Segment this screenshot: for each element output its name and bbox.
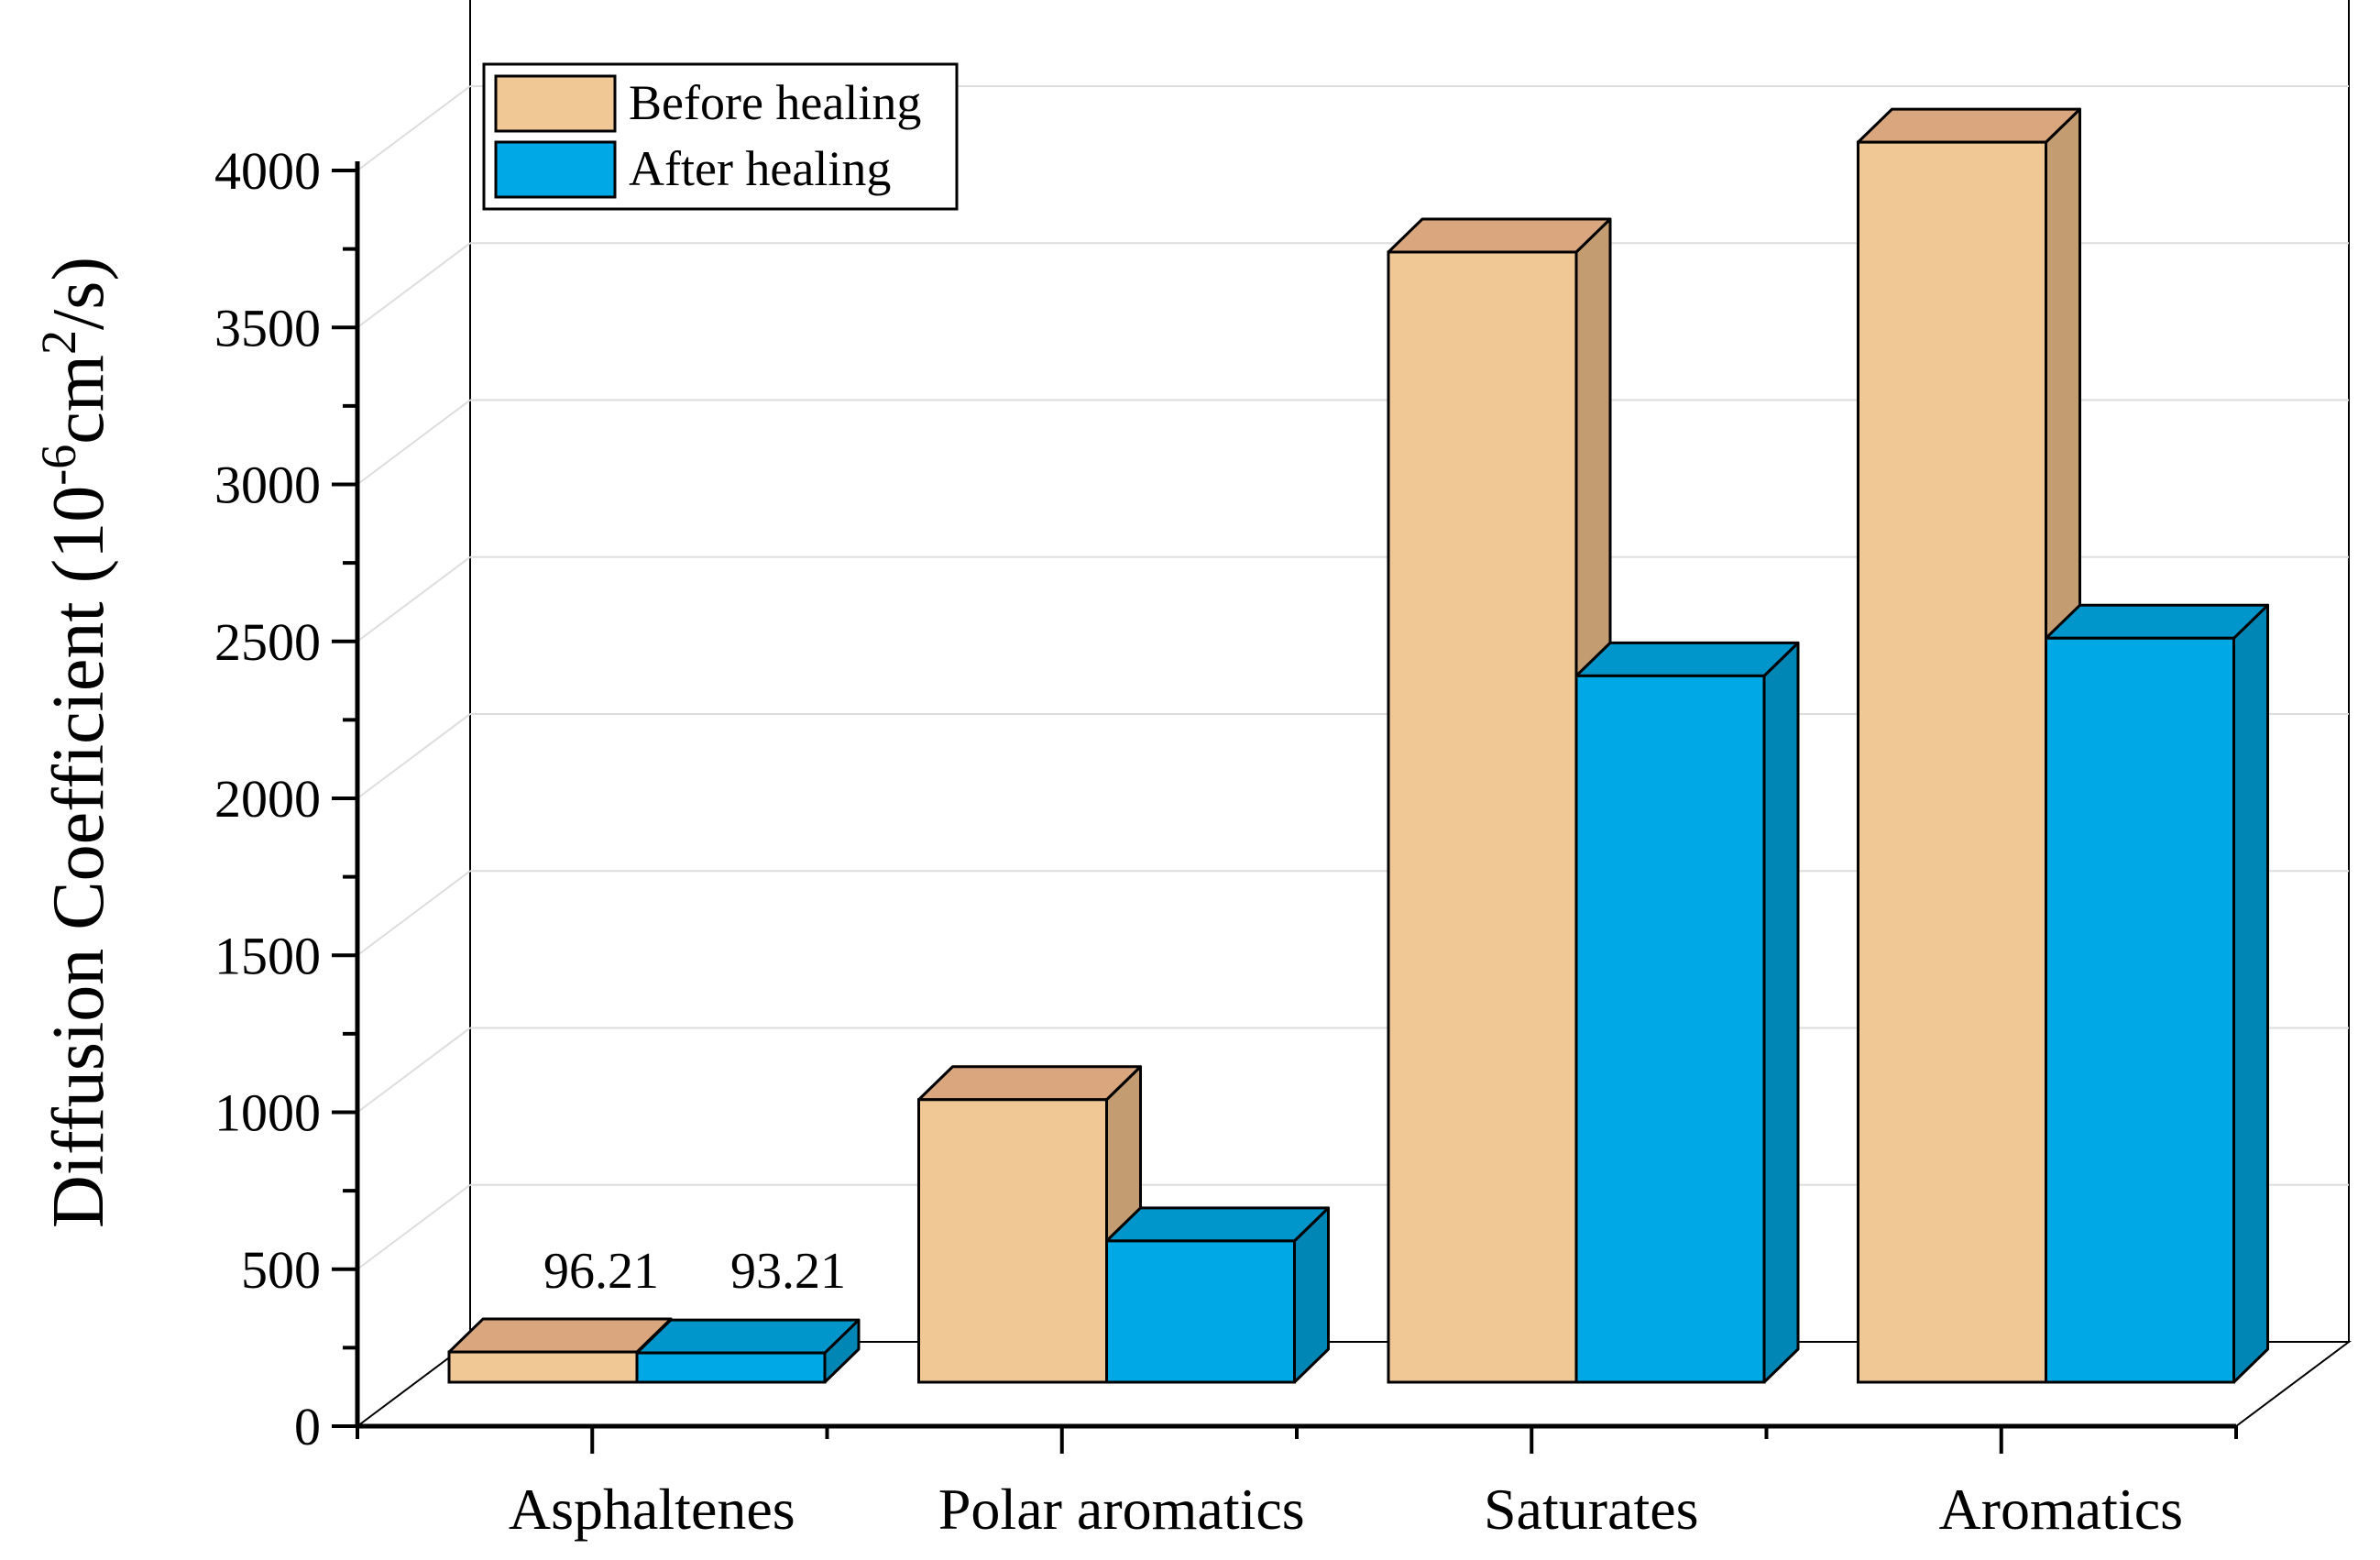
bar bbox=[1105, 1206, 1330, 1384]
bar-front bbox=[1857, 140, 2047, 1384]
legend-swatch-before bbox=[494, 74, 617, 133]
bar-front bbox=[635, 1351, 827, 1384]
bar-top bbox=[1387, 217, 1612, 254]
bar-top bbox=[1857, 107, 2081, 144]
gridline-depth bbox=[356, 555, 471, 643]
legend: Before healing After healing bbox=[482, 62, 959, 211]
legend-swatch-after bbox=[494, 140, 617, 199]
bar-top bbox=[1574, 641, 1800, 677]
gridline-depth bbox=[356, 85, 471, 171]
axes bbox=[332, 161, 2238, 1454]
y-tick-label: 2000 bbox=[214, 769, 321, 829]
bar-top bbox=[1105, 1206, 1330, 1243]
data-label: 96.21 bbox=[543, 1243, 659, 1300]
gridline-depth bbox=[356, 1183, 471, 1270]
x-tick-label: Polar aromatics bbox=[938, 1477, 1305, 1542]
bar-top bbox=[917, 1065, 1142, 1102]
y-tick-label: 3000 bbox=[214, 456, 321, 515]
y-tick-label: 500 bbox=[241, 1240, 321, 1300]
bar bbox=[1574, 641, 1800, 1384]
gridline-depth bbox=[356, 242, 471, 329]
bar-front bbox=[2045, 636, 2235, 1384]
bars bbox=[447, 107, 2269, 1384]
bar-top bbox=[635, 1318, 861, 1355]
bar-front bbox=[1387, 250, 1578, 1384]
y-tick-label: 2500 bbox=[214, 612, 321, 672]
legend-label-before: Before healing bbox=[629, 75, 921, 130]
bar-front bbox=[1574, 674, 1766, 1384]
bar-front bbox=[1105, 1239, 1296, 1384]
x-tick-label: Aromatics bbox=[1938, 1477, 2183, 1542]
y-tick-label: 1000 bbox=[214, 1083, 321, 1143]
y-axis-label: Diffusion Coefficient (10-6cm2/s) bbox=[31, 257, 119, 1228]
bar-side bbox=[2232, 603, 2269, 1384]
bar-side bbox=[1762, 641, 1800, 1384]
bar bbox=[635, 1318, 861, 1384]
data-label: 93.21 bbox=[730, 1243, 846, 1300]
x-tick-label: Saturates bbox=[1484, 1477, 1699, 1542]
x-tick-label: Asphaltenes bbox=[509, 1477, 795, 1542]
x-tick-labels: Asphaltenes Polar aromatics Saturates Ar… bbox=[509, 1477, 2183, 1542]
bar bbox=[2045, 603, 2269, 1384]
y-tick-labels: 0 500 1000 1500 2000 2500 3000 3500 4000 bbox=[214, 141, 321, 1456]
legend-label-after: After healing bbox=[629, 141, 891, 196]
y-tick-label: 0 bbox=[294, 1397, 321, 1456]
bar-top bbox=[447, 1317, 673, 1354]
gridline-depth bbox=[356, 1027, 471, 1114]
y-tick-label: 3500 bbox=[214, 298, 321, 357]
bar-top bbox=[2045, 603, 2269, 640]
y-tick-label: 1500 bbox=[214, 926, 321, 985]
gridline-depth bbox=[356, 713, 471, 799]
gridline-depth bbox=[356, 399, 471, 486]
gridline-depth bbox=[356, 870, 471, 957]
bar-front bbox=[447, 1350, 639, 1384]
bar-front bbox=[917, 1098, 1108, 1384]
bar bbox=[1387, 217, 1612, 1384]
y-tick-label: 4000 bbox=[214, 141, 321, 201]
